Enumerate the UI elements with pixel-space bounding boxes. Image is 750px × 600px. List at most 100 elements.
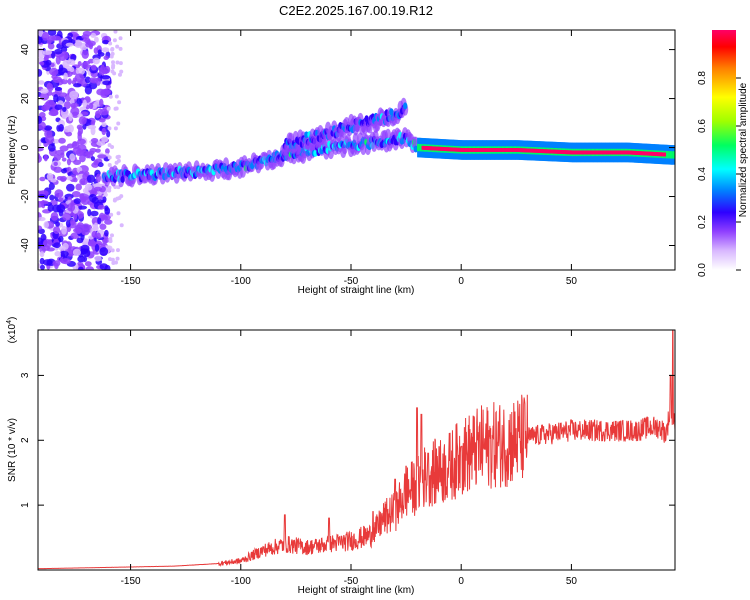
heat-cell (592, 150, 595, 155)
heat-cell (508, 148, 512, 152)
heat-cell (515, 148, 518, 152)
heat-cell (43, 221, 50, 229)
heat-cell (593, 150, 596, 155)
heat-cell (98, 214, 108, 219)
heat-cell (62, 106, 67, 112)
heat-cell (101, 122, 107, 128)
heat-cell (90, 32, 97, 38)
heat-cell (117, 72, 122, 77)
heat-cell (78, 150, 89, 156)
heat-cell (42, 259, 53, 266)
heat-cell (519, 148, 522, 153)
heat-cell (74, 39, 83, 49)
heat-cell (568, 150, 571, 155)
heat-cell (514, 148, 517, 152)
heat-cell (113, 30, 118, 34)
heat-cell (629, 150, 632, 155)
heat-cell (50, 178, 57, 183)
heat-cell (90, 156, 96, 162)
heat-cell (650, 151, 653, 156)
heat-cell (541, 149, 545, 154)
heat-cell (569, 150, 573, 155)
colorbar-tick-label: 0.2 (697, 215, 708, 229)
heat-cell (52, 76, 62, 83)
heat-cell (646, 151, 649, 156)
heat-cell (116, 121, 121, 126)
heat-cell (426, 146, 430, 151)
heat-cell (630, 150, 633, 155)
heat-cell (81, 228, 90, 236)
heat-cell (619, 150, 623, 155)
heat-cell (42, 50, 53, 56)
colorbar-tick-label: 0.4 (697, 167, 708, 181)
heat-cell (586, 150, 590, 155)
heat-cell (498, 148, 501, 152)
heat-cell (585, 150, 589, 155)
heat-cell (417, 143, 420, 152)
heat-cell (413, 145, 418, 153)
heat-cell (118, 46, 123, 51)
heat-cell (38, 116, 43, 124)
heat-cell (97, 199, 105, 204)
heat-cell (618, 150, 622, 155)
heat-cell (463, 148, 467, 152)
heat-cell (573, 150, 577, 155)
heat-cell (92, 57, 100, 65)
heat-cell (545, 149, 549, 154)
heat-cell (62, 242, 69, 250)
heat-cell (106, 130, 111, 138)
heat-cell (502, 148, 505, 152)
heat-cell (454, 147, 458, 152)
heat-cell (533, 148, 537, 153)
heat-cell (641, 151, 644, 156)
heat-cell (667, 151, 670, 159)
heat-cell (54, 189, 64, 198)
heat-cell (485, 148, 488, 152)
heat-cell (38, 142, 42, 148)
heat-cell (115, 256, 120, 261)
heat-cell (115, 60, 120, 65)
heat-cell (615, 150, 619, 155)
heat-cell (38, 216, 46, 222)
heat-cell (115, 196, 120, 201)
heat-cell (59, 250, 69, 257)
heat-cell (475, 148, 479, 152)
heat-cell (492, 148, 496, 152)
heat-cell (458, 147, 462, 152)
heat-cell (450, 147, 454, 152)
heat-cell (74, 73, 85, 83)
heat-cell (99, 247, 109, 257)
heat-cell (479, 148, 483, 152)
heat-cell (445, 147, 448, 152)
heat-cell (600, 150, 603, 155)
x-tick-label: -50 (344, 276, 359, 287)
heat-cell (38, 200, 45, 208)
heat-cell (88, 43, 94, 50)
y-tick-label: 2 (20, 437, 31, 443)
heat-cell (120, 175, 125, 183)
heat-cell (658, 152, 661, 157)
heat-cell (110, 51, 115, 56)
heat-cell (625, 150, 628, 155)
heat-cell (72, 141, 78, 147)
heat-cell (80, 244, 90, 252)
heat-cell (528, 148, 532, 153)
heat-cell (511, 148, 514, 152)
heat-cell (77, 255, 85, 263)
heat-cell (645, 151, 648, 156)
heat-cell (634, 150, 637, 155)
heat-cell (654, 152, 657, 156)
heat-cell (108, 41, 113, 46)
top-y-axis-label: Frequency (Hz) (7, 116, 18, 185)
heat-cell (73, 198, 82, 205)
heat-cell (48, 110, 59, 117)
heat-cell (656, 152, 660, 157)
heat-cell (570, 150, 574, 155)
heat-cell (70, 102, 79, 108)
heat-cell (85, 104, 90, 110)
heat-cell (58, 124, 64, 132)
heat-cell (548, 149, 551, 154)
heat-cell (65, 42, 74, 47)
heat-cell (623, 150, 627, 155)
heat-cell (428, 146, 431, 151)
